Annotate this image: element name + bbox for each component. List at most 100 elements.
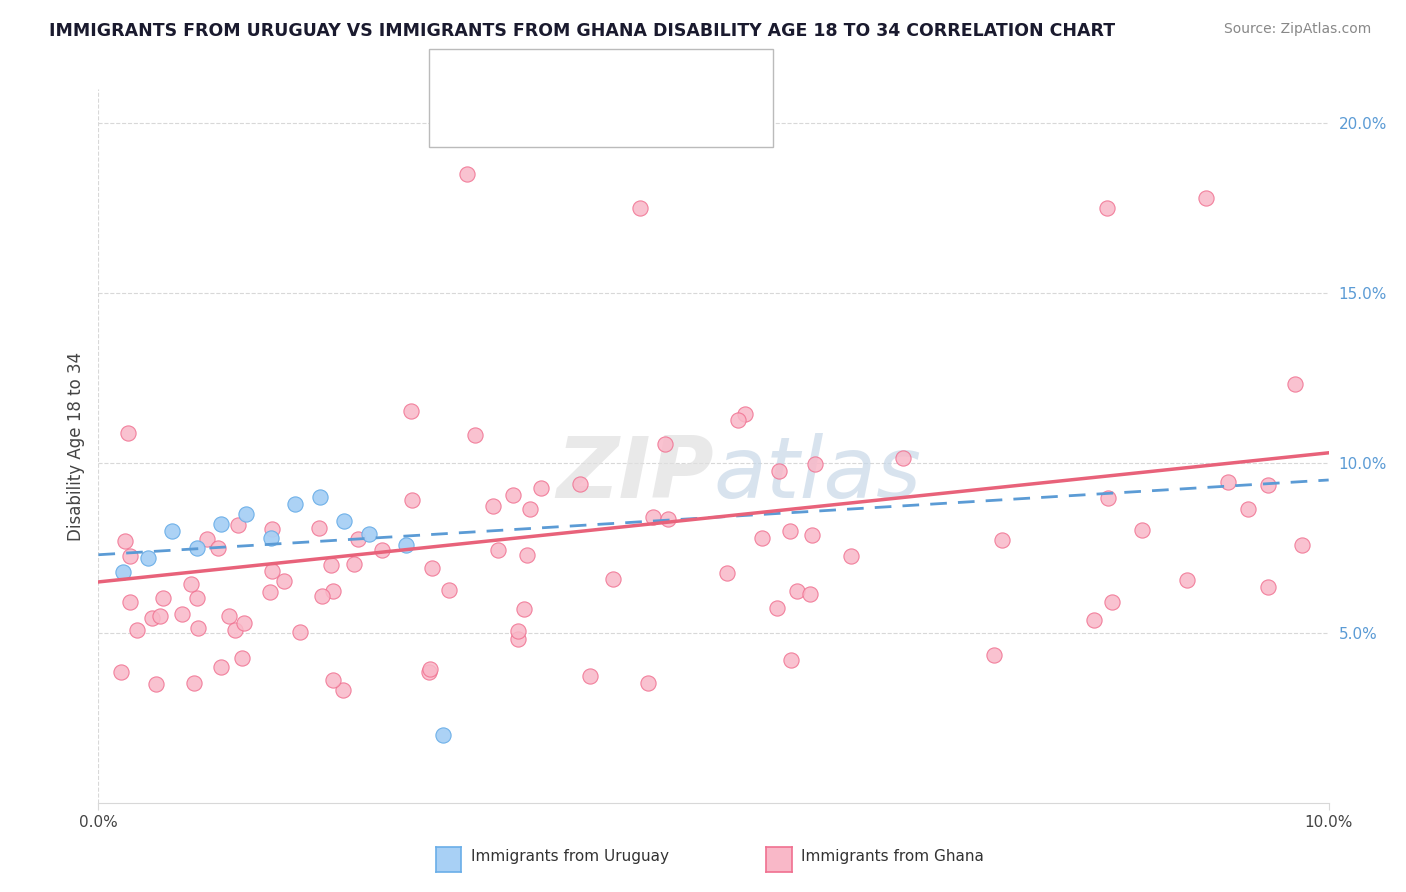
Point [110, 665, 132, 679]
Point [1291, 538, 1313, 552]
Point [145, 677, 167, 691]
Point [152, 591, 174, 606]
Point [321, 558, 343, 572]
Point [308, 521, 330, 535]
Point [218, 609, 240, 624]
Point [456, 167, 478, 181]
Point [801, 527, 824, 541]
Point [226, 518, 249, 533]
Point [120, 595, 142, 609]
Point [1130, 523, 1153, 537]
Point [235, 507, 257, 521]
Point [1175, 573, 1198, 587]
Point [420, 560, 443, 574]
Point [1216, 475, 1239, 489]
Point [803, 457, 825, 471]
Point [273, 574, 295, 589]
Text: IMMIGRANTS FROM URUGUAY VS IMMIGRANTS FROM GHANA DISABILITY AGE 18 TO 34 CORRELA: IMMIGRANTS FROM URUGUAY VS IMMIGRANTS FR… [49, 22, 1115, 40]
Point [343, 557, 366, 571]
Point [419, 662, 441, 676]
Point [486, 542, 509, 557]
Point [716, 566, 738, 580]
Point [779, 524, 801, 538]
Point [602, 572, 624, 586]
Point [766, 601, 789, 615]
Point [141, 611, 163, 625]
Point [290, 625, 312, 640]
Point [1097, 491, 1119, 506]
Point [1257, 478, 1279, 492]
Point [779, 653, 801, 667]
Point [839, 549, 862, 563]
Point [371, 543, 394, 558]
Point [991, 533, 1014, 548]
Point [149, 608, 172, 623]
Point [418, 665, 440, 680]
Point [136, 551, 159, 566]
Point [506, 632, 529, 646]
Point [260, 531, 283, 545]
Text: Immigrants from Ghana: Immigrants from Ghana [801, 849, 984, 863]
Point [322, 584, 344, 599]
Point [125, 623, 148, 637]
Point [506, 624, 529, 638]
Point [1257, 580, 1279, 594]
Point [768, 464, 790, 478]
Point [187, 621, 209, 635]
Point [357, 527, 380, 541]
Point [401, 493, 423, 508]
Text: R =: R = [485, 115, 522, 133]
Point [311, 590, 333, 604]
Point [321, 673, 343, 687]
Point [309, 490, 332, 504]
Point [641, 509, 664, 524]
Point [231, 651, 253, 665]
Text: N =: N = [591, 70, 627, 87]
Point [1101, 595, 1123, 609]
Point [399, 404, 422, 418]
Point [502, 488, 524, 502]
Text: N =: N = [591, 115, 627, 133]
Point [482, 499, 505, 513]
Point [529, 481, 551, 495]
Text: R =: R = [485, 70, 522, 87]
Point [751, 531, 773, 545]
Point [195, 532, 218, 546]
Point [891, 450, 914, 465]
Point [464, 428, 486, 442]
Point [1195, 191, 1218, 205]
Point [516, 549, 538, 563]
Point [207, 541, 229, 555]
Point [654, 437, 676, 451]
Point [186, 541, 208, 555]
Point [734, 407, 756, 421]
Point [628, 201, 651, 215]
Point [657, 512, 679, 526]
Point [112, 565, 135, 579]
Point [233, 615, 256, 630]
Point [262, 564, 284, 578]
Point [224, 623, 246, 637]
Point [637, 676, 659, 690]
Point [332, 683, 354, 698]
Text: 13: 13 [630, 70, 652, 87]
Text: atlas: atlas [714, 433, 921, 516]
Point [162, 524, 183, 538]
Point [183, 675, 205, 690]
Point [211, 660, 233, 674]
Point [186, 591, 208, 606]
Text: Immigrants from Uruguay: Immigrants from Uruguay [471, 849, 669, 863]
Point [432, 728, 454, 742]
Point [983, 648, 1005, 662]
Point [211, 517, 233, 532]
Text: 0.210: 0.210 [524, 115, 576, 133]
Y-axis label: Disability Age 18 to 34: Disability Age 18 to 34 [66, 351, 84, 541]
Point [114, 533, 136, 548]
Point [1236, 501, 1258, 516]
Text: ZIP: ZIP [555, 433, 714, 516]
Point [578, 668, 600, 682]
Point [569, 477, 592, 491]
Point [117, 425, 139, 440]
Text: 91: 91 [630, 115, 652, 133]
Point [1284, 376, 1306, 391]
